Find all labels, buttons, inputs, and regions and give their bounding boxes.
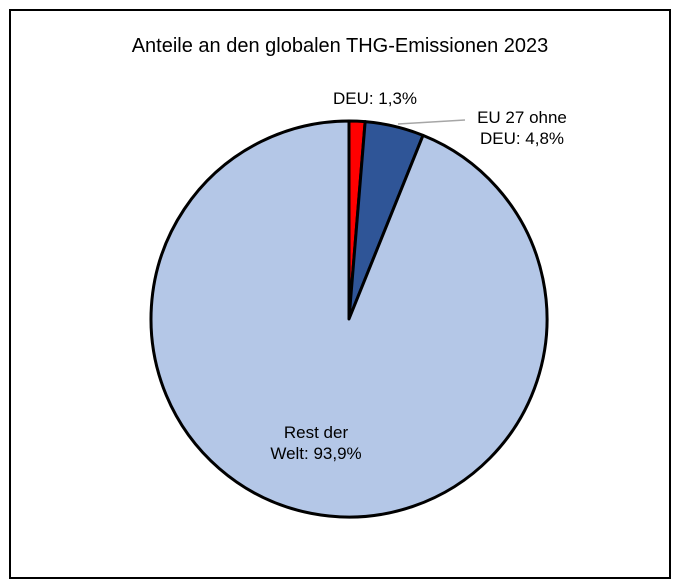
slice-label: DEU: 1,3% [333, 89, 417, 108]
pie-slice-rest-der-welt [149, 119, 549, 519]
slice-label-line: Welt: 93,9% [270, 444, 361, 463]
chart-title: Anteile an den globalen THG-Emissionen 2… [131, 35, 549, 57]
slice-label-line: DEU: 4,8% [480, 129, 564, 148]
slice-label: EU 27 ohne DEU: 4,8% [477, 108, 567, 148]
slice-label-line: DEU: 1,3% [333, 89, 417, 108]
slice-label-line: EU 27 ohne [477, 108, 567, 127]
slice-label: Rest der Welt: 93,9% [270, 423, 361, 463]
slice-label-line: Rest der [284, 423, 349, 442]
leader-line [397, 119, 466, 125]
